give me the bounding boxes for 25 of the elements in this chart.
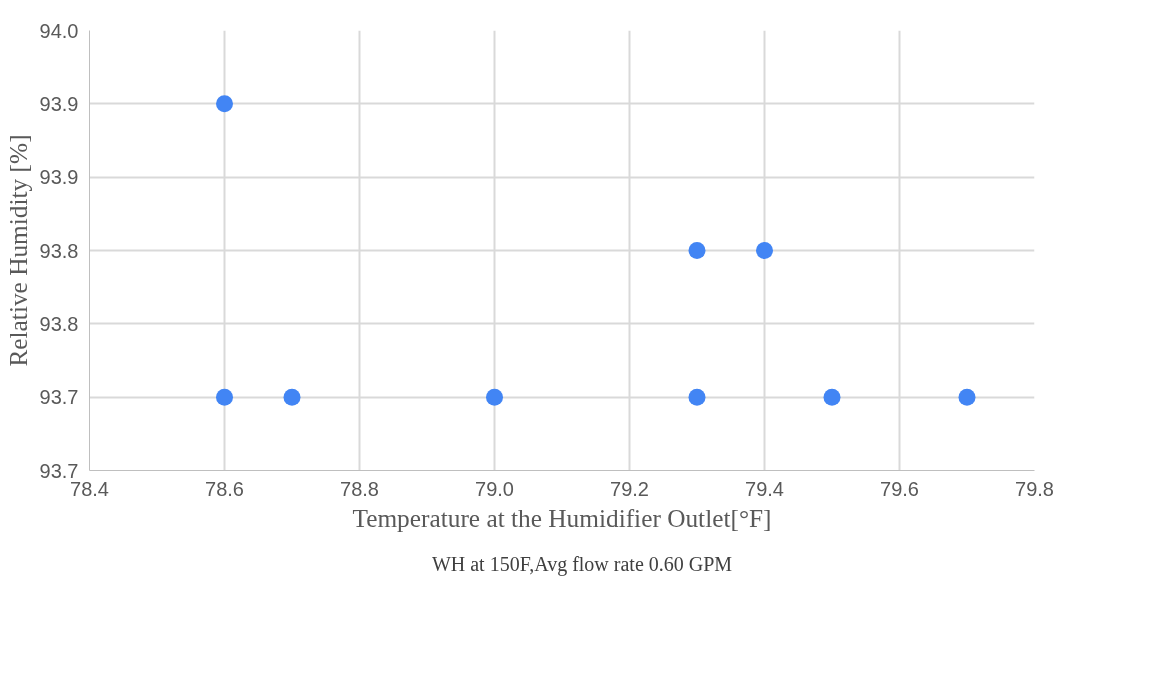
x-tick-label: 79.6 xyxy=(880,477,919,500)
y-tick-label: 93.7 xyxy=(39,386,79,409)
point xyxy=(688,242,706,259)
point xyxy=(958,388,976,406)
x-tick-label: 78.8 xyxy=(340,477,379,500)
y-tick-label: 93.9 xyxy=(39,92,79,115)
point xyxy=(216,388,233,406)
point xyxy=(486,388,503,406)
y-tick-label: 93.9 xyxy=(39,166,79,189)
text: WH at 150F,Avg flow rate 0.60 GPM xyxy=(431,552,733,576)
x-tick-label: 79.4 xyxy=(745,477,784,500)
x-tick-label: 78.6 xyxy=(205,477,244,500)
x-tick-label: 79.2 xyxy=(610,477,649,500)
point xyxy=(283,388,301,406)
point xyxy=(688,388,706,406)
point xyxy=(216,95,233,113)
y-tick-label: 94.0 xyxy=(39,19,79,42)
point xyxy=(823,388,841,406)
y-tick-label: 93.8 xyxy=(39,239,79,262)
y-tick-label: 93.8 xyxy=(39,312,79,335)
point xyxy=(756,242,773,259)
x-tick-label: 79.8 xyxy=(1015,477,1054,500)
x-axis-title: Temperature at the Humidifier Outlet[°F] xyxy=(352,503,772,532)
y-axis-title: Relative Humidity [%] xyxy=(3,134,32,367)
x-tick-label: 79.0 xyxy=(475,477,514,500)
